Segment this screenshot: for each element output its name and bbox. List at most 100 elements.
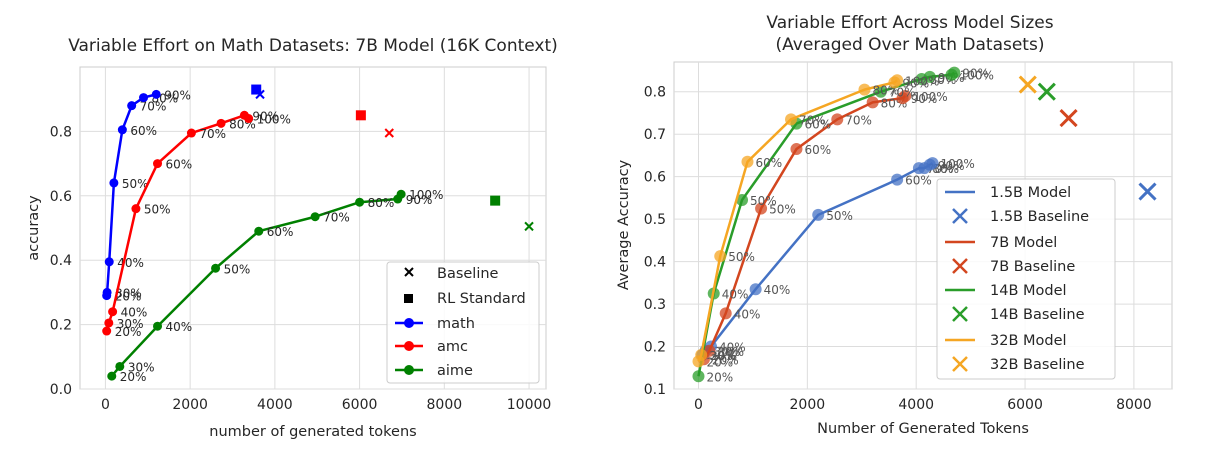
data-label: 40%: [166, 320, 193, 334]
data-label: 100%: [257, 113, 291, 127]
chart-right-x-ticks: 0 2000 4000 6000 8000: [694, 397, 1152, 413]
data-point: [891, 173, 904, 186]
x-tick-label: 10000: [507, 397, 552, 413]
chart-right-title: Variable Effort Across Model Sizes: [766, 13, 1053, 33]
data-label: 60%: [166, 158, 193, 172]
data-label: 70%: [199, 127, 226, 141]
data-point: [131, 204, 141, 214]
chart-left-y-label: accuracy: [26, 195, 42, 261]
legend-entry: 14B Model: [990, 283, 1067, 299]
data-label: 60%: [804, 118, 831, 132]
y-tick-label: 0.6: [644, 170, 666, 186]
data-point: [891, 74, 904, 87]
data-label: 50%: [122, 177, 149, 191]
data-label: 60%: [755, 156, 782, 170]
data-point: [812, 208, 825, 221]
baseline-marker: [1138, 182, 1157, 201]
legend-32b-baseline-icon: [952, 356, 968, 372]
data-point: [216, 118, 226, 128]
data-point: [104, 318, 114, 328]
data-point: [874, 85, 887, 98]
y-tick-label: 0.2: [50, 318, 72, 334]
y-tick-label: 0.4: [50, 253, 72, 269]
data-point: [790, 143, 803, 156]
legend-aime-line-icon: [395, 365, 423, 375]
data-point: [186, 128, 196, 138]
chart-left-title: Variable Effort on Math Datasets: 7B Mod…: [68, 36, 558, 56]
data-label: 30%: [115, 286, 142, 300]
data-label: 20%: [710, 349, 737, 363]
data-label: 20%: [120, 370, 147, 384]
data-label: 60%: [804, 143, 831, 157]
series-14b-model: 20%40%50%60%70%80%90%100%90%: [692, 66, 994, 384]
legend-entry: 14B Baseline: [990, 307, 1085, 323]
data-label: 90%: [406, 193, 433, 207]
data-point: [104, 257, 114, 267]
data-label: 40%: [722, 287, 749, 301]
data-label: 20%: [115, 325, 142, 339]
y-tick-label: 0.1: [644, 382, 666, 398]
data-point: [102, 326, 112, 336]
data-point: [254, 226, 264, 236]
x-tick-label: 0: [101, 397, 110, 413]
data-label: 50%: [144, 203, 171, 217]
chart-right-series: 20%30%40%40%50%60%70%80%90%100%20%30%40%…: [692, 66, 994, 384]
data-point: [102, 287, 112, 297]
data-label: 30%: [714, 345, 741, 359]
legend-entry: aime: [437, 363, 473, 379]
x-tick-label: 8000: [1116, 397, 1152, 413]
chart-left-series: 20%30%40%50%60%70%80%90%20%30%40%50%60%7…: [102, 88, 443, 384]
data-point: [948, 66, 961, 79]
data-label: 80%: [932, 162, 959, 176]
chart-left: Variable Effort on Math Datasets: 7B Mod…: [26, 36, 558, 440]
legend-box: [936, 178, 1116, 380]
legend-entry: 32B Model: [990, 333, 1067, 349]
data-point: [115, 361, 125, 371]
series-aime: 20%30%40%50%60%70%80% 90%100%: [107, 188, 443, 384]
chart-left-x-ticks: 0 2000 4000 6000 8000 10000: [101, 397, 551, 413]
data-label: 40%: [719, 341, 746, 355]
data-point: [355, 197, 365, 207]
data-label: 70%: [889, 86, 916, 100]
data-point: [719, 307, 732, 320]
x-tick-label: 2000: [790, 397, 826, 413]
legend-entry: 1.5B Model: [990, 185, 1071, 201]
data-point: [866, 96, 879, 109]
legend-entry: math: [437, 316, 475, 332]
data-label: 60%: [267, 225, 294, 239]
data-label: 40%: [121, 306, 148, 320]
legend-1.5b-baseline-icon: [952, 208, 968, 224]
chart-right-x-label: Number of Generated Tokens: [817, 421, 1029, 437]
legend-entry: 7B Model: [990, 235, 1057, 251]
data-label: 80%: [368, 196, 395, 210]
data-point: [153, 159, 163, 169]
data-point: [211, 263, 221, 273]
data-label: 20%: [712, 353, 739, 367]
data-point: [151, 89, 161, 99]
rl-standard-marker: [355, 110, 366, 121]
legend-entry: RL Standard: [437, 291, 526, 307]
y-tick-label: 0.6: [50, 189, 72, 205]
data-point: [692, 370, 705, 383]
x-tick-label: 8000: [427, 397, 463, 413]
data-label: 90%: [164, 88, 191, 102]
data-point: [244, 114, 254, 124]
data-point: [153, 321, 163, 331]
data-label: 70%: [140, 100, 167, 114]
data-label: 100%: [960, 69, 994, 83]
data-label: 100%: [913, 90, 947, 104]
data-label: 70%: [799, 113, 826, 127]
chart-right: Variable Effort Across Model Sizes (Aver…: [616, 13, 1173, 437]
data-point: [831, 113, 844, 126]
data-label: 50%: [728, 250, 755, 264]
data-point: [396, 189, 406, 199]
data-label: 20%: [706, 370, 733, 384]
chart-right-y-label: Average Accuracy: [616, 159, 632, 290]
legend-14b-baseline-icon: [952, 306, 968, 322]
data-point: [127, 101, 137, 111]
data-label: 60%: [130, 124, 157, 138]
data-label: 50%: [750, 194, 777, 208]
data-label: 90%: [962, 67, 989, 81]
y-tick-label: 0.7: [644, 127, 666, 143]
